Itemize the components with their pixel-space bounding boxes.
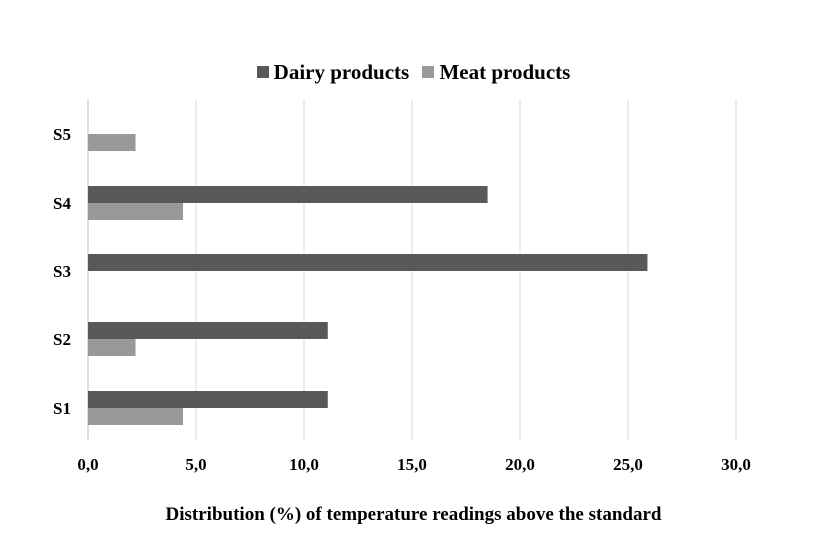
x-tick-label-4: 20,0 — [505, 455, 535, 474]
bar-dairy-s1 — [88, 391, 328, 408]
legend-item-meat: Meat products — [422, 60, 570, 85]
x-axis-label: Distribution (%) of temperature readings… — [165, 504, 662, 525]
category-label-s2: S2 — [53, 330, 71, 349]
x-tick-label-6: 30,0 — [721, 455, 751, 474]
bar-meat-s1 — [88, 408, 184, 425]
x-tick-label-0: 0,0 — [77, 455, 98, 474]
x-tick-label-1: 5,0 — [185, 455, 206, 474]
legend-item-dairy: Dairy products — [256, 59, 410, 85]
bar-meat-s5 — [88, 134, 136, 151]
category-label-s1: S1 — [53, 399, 71, 418]
x-tick-label-3: 15,0 — [397, 455, 427, 474]
category-label-s4: S4 — [53, 194, 71, 213]
bar-dairy-s4 — [88, 186, 488, 203]
legend-swatch-meat — [422, 65, 435, 78]
x-tick-label-5: 25,0 — [613, 455, 643, 474]
bar-meat-s4 — [88, 203, 184, 220]
legend: Dairy products Meat products — [0, 58, 827, 85]
bar-meat-s2 — [88, 339, 136, 356]
category-label-s5: S5 — [53, 125, 71, 144]
bar-dairy-s3 — [88, 254, 648, 271]
legend-label-meat: Meat products — [439, 59, 571, 84]
legend-swatch-dairy — [256, 65, 269, 78]
category-label-s3: S3 — [53, 262, 71, 281]
x-tick-label-2: 10,0 — [289, 455, 319, 474]
bar-dairy-s2 — [88, 322, 328, 339]
legend-label-dairy: Dairy products — [273, 59, 410, 84]
